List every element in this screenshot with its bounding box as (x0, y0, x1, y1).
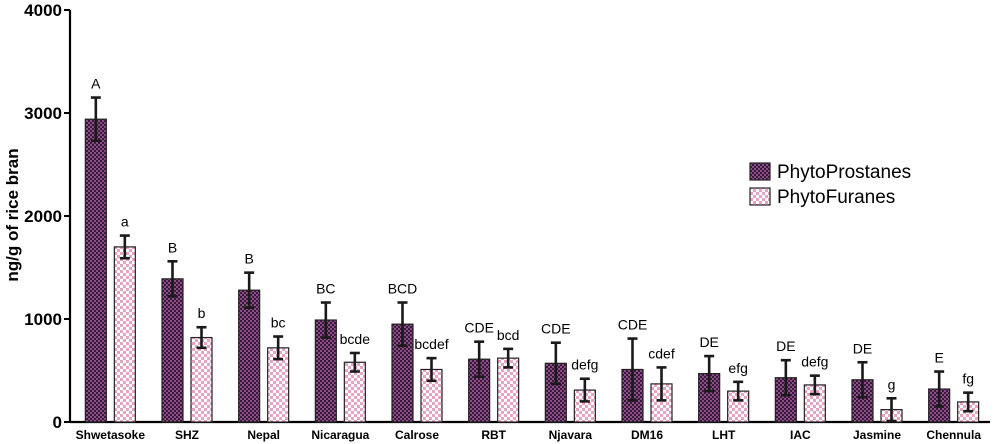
significance-label: CDE (464, 320, 494, 336)
significance-label: bcdef (414, 336, 448, 352)
x-tick-label: Jasmine (853, 428, 901, 442)
significance-label: A (91, 76, 101, 92)
x-tick-label: LHT (712, 428, 736, 442)
axes: 0 1000 2000 3000 4000 (24, 1, 990, 432)
y-tick-label: 4000 (24, 1, 62, 20)
significance-label: DE (776, 338, 795, 354)
significance-label: a (121, 214, 129, 230)
x-tick-label: Nicaragua (311, 428, 369, 442)
significance-label: DE (699, 334, 718, 350)
legend-label: PhytoFuranes (777, 187, 895, 208)
bar-phytoprostanes-nepal (238, 289, 261, 423)
bar-phytofuranes-shwetasoke (113, 246, 136, 423)
bar-phytoprostanes-shz (161, 278, 184, 423)
x-tick-label: IAC (790, 428, 811, 442)
significance-label: defg (801, 354, 828, 370)
significance-label: B (168, 239, 177, 255)
significance-label: efg (728, 360, 747, 376)
significance-label: bcd (497, 327, 520, 343)
significance-label: BCD (388, 281, 418, 297)
legend-swatch-phytofuranes (749, 187, 771, 206)
significance-label: bcde (340, 331, 371, 347)
significance-label: fg (962, 371, 974, 387)
significance-label: defg (571, 357, 598, 373)
x-tick-label: Njavara (549, 428, 593, 442)
x-tick-label: SHZ (175, 428, 199, 442)
bar-phytofuranes-shz (190, 336, 213, 423)
x-tick-label: Shwetasoke (76, 428, 146, 442)
significance-label: b (198, 305, 206, 321)
significance-label: CDE (618, 317, 648, 333)
significance-label: BC (316, 281, 335, 297)
significance-label: cdef (648, 345, 675, 361)
legend-swatch-phytoprostanes (749, 162, 771, 181)
significance-label: CDE (541, 321, 571, 337)
significance-label: g (888, 376, 896, 392)
legend: PhytoProstanes PhytoFuranes (749, 162, 911, 208)
x-tick-label: Calrose (395, 428, 439, 442)
significance-label: bc (271, 315, 286, 331)
x-tick-label: DM16 (631, 428, 663, 442)
x-tick-label: Nepal (247, 428, 280, 442)
y-tick-label: 2000 (24, 207, 62, 226)
x-tick-label: Chennula (926, 428, 981, 442)
bars-group (84, 96, 980, 423)
significance-label: E (934, 350, 943, 366)
y-axis-label: ng/g of rice bran (3, 148, 22, 281)
significance-label: B (244, 251, 253, 267)
bar-phytoprostanes-shwetasoke (84, 118, 107, 423)
y-tick-label: 1000 (24, 310, 62, 329)
y-tick-label: 0 (53, 413, 62, 432)
labels-group: Aa Shwetasoke Bb SHZ Bbc Nepal BC bcde Nicaragua… (76, 76, 982, 442)
x-tick-label: RBT (481, 428, 506, 442)
y-tick-label: 3000 (24, 104, 62, 123)
legend-label: PhytoProstanes (777, 162, 911, 183)
significance-label: DE (853, 340, 872, 356)
